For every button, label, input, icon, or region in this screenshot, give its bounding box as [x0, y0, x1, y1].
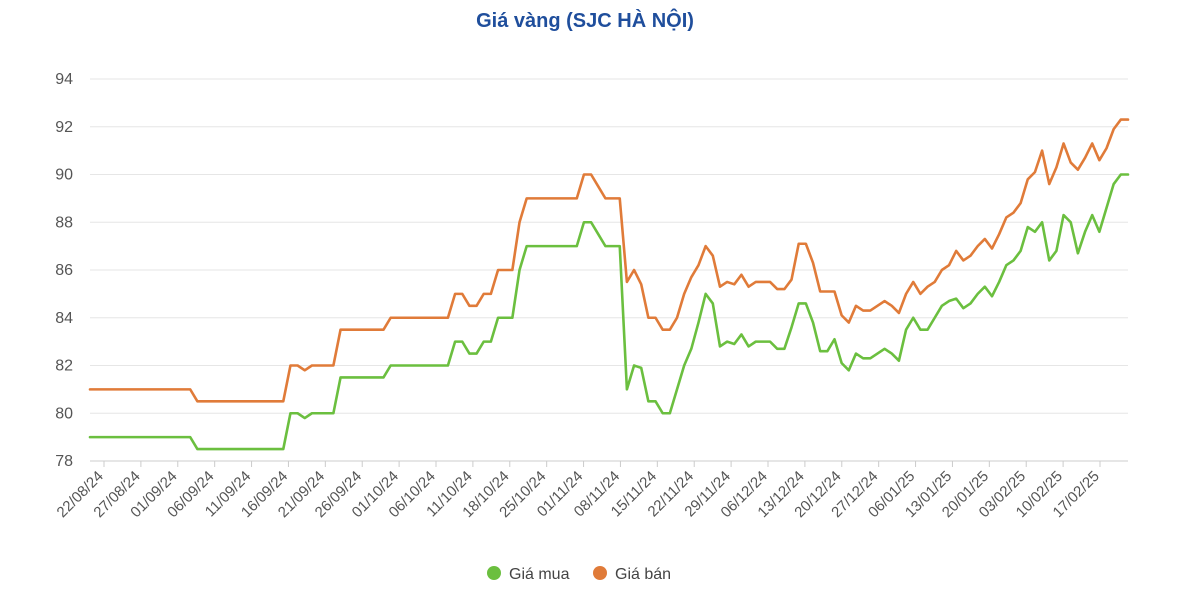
legend-label: Giá mua: [509, 566, 570, 583]
y-tick-label: 86: [55, 262, 73, 279]
y-axis: 78 80 82 84 86 88 90 92 94: [55, 71, 73, 470]
chart-title: Giá vàng (SJC HÀ NỘI): [476, 8, 694, 32]
y-tick-label: 82: [55, 358, 73, 375]
y-tick-label: 92: [55, 119, 73, 136]
y-tick-label: 94: [55, 71, 73, 88]
legend[interactable]: Giá mua Giá bán: [487, 566, 671, 583]
y-tick-label: 80: [55, 405, 73, 422]
y-tick-label: 90: [55, 167, 73, 184]
series-line-gia-ban[interactable]: [88, 118, 1130, 403]
legend-marker: [593, 566, 607, 580]
legend-label: Giá bán: [615, 566, 671, 583]
y-tick-label: 78: [55, 453, 73, 470]
grid-lines: [90, 78, 1128, 462]
legend-marker: [487, 566, 501, 580]
legend-item-gia-mua[interactable]: Giá mua: [487, 566, 570, 583]
series-lines: [88, 118, 1130, 451]
y-tick-label: 88: [55, 214, 73, 231]
y-tick-label: 84: [55, 310, 73, 327]
x-axis: 22/08/2427/08/2401/09/2406/09/2411/09/24…: [54, 460, 1128, 521]
legend-item-gia-ban[interactable]: Giá bán: [593, 566, 671, 583]
series-line-gia-mua[interactable]: [88, 173, 1130, 451]
